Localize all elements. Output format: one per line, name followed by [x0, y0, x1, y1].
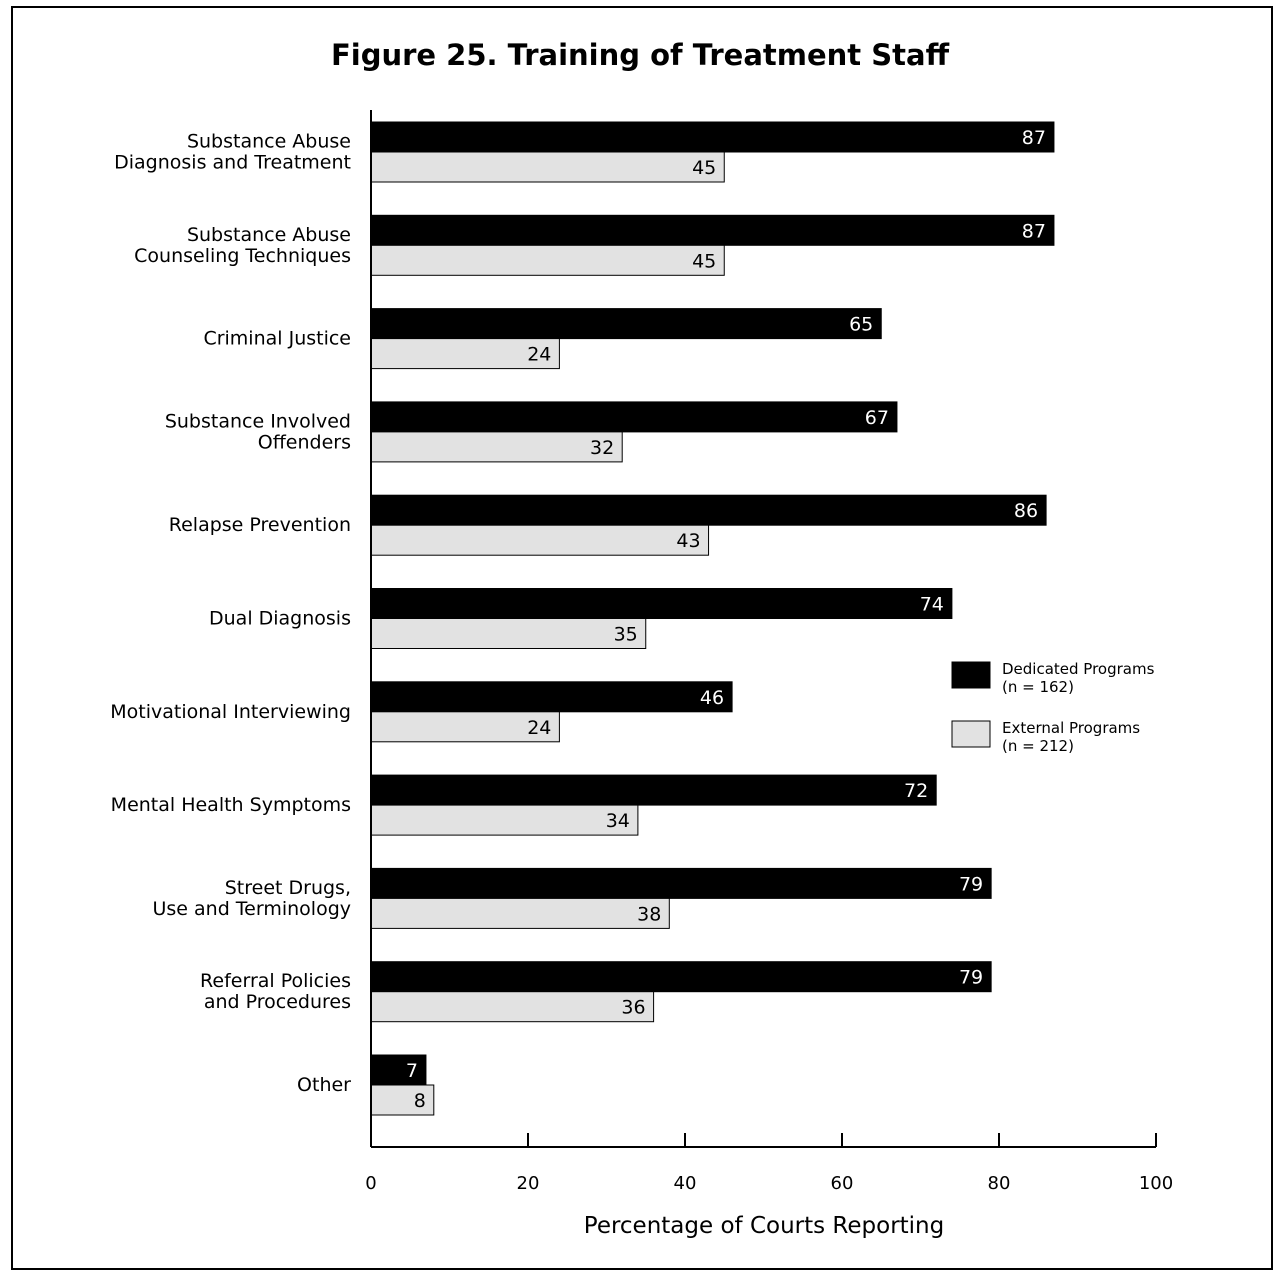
category-label: Offenders	[258, 431, 351, 453]
data-label: 7	[406, 1060, 418, 1082]
x-tick-label: 20	[517, 1173, 540, 1194]
data-label: 38	[637, 903, 661, 925]
data-label: 34	[606, 810, 630, 832]
x-axis-layer: 0 20 40 60 80 100	[365, 110, 1173, 1194]
data-label: 43	[676, 530, 700, 552]
data-label: 46	[700, 687, 724, 709]
bar-dedicated	[370, 121, 1055, 153]
bar-dedicated	[370, 401, 898, 433]
legend: Dedicated Programs(n = 162) External Prog…	[951, 660, 1155, 755]
data-label: 79	[959, 967, 983, 989]
data-label: 65	[849, 314, 873, 336]
category-label: Mental Health Symptoms	[111, 794, 351, 816]
category-label: Diagnosis and Treatment	[114, 152, 351, 174]
category-label: Dual Diagnosis	[209, 608, 351, 630]
x-tick-label: 100	[1139, 1173, 1173, 1194]
chart-title: Figure 25. Training of Treatment Staff	[330, 38, 950, 72]
data-label: 74	[920, 594, 944, 616]
category-label: Use and Terminology	[152, 898, 351, 920]
data-label: 32	[590, 437, 614, 459]
category-label: Referral Policies	[200, 970, 351, 992]
bar-dedicated	[370, 961, 992, 993]
bar-external	[370, 524, 710, 556]
x-tick-label: 80	[988, 1173, 1011, 1194]
legend-n-label: (n = 162)	[1002, 678, 1074, 696]
x-tick-label: 40	[674, 1173, 697, 1194]
legend-label: Dedicated Programs	[1002, 660, 1155, 678]
x-tick-label: 0	[365, 1173, 376, 1194]
bars-layer: 8745874565246732864374354624723479387936…	[370, 121, 1055, 1116]
bar-dedicated	[370, 867, 992, 899]
category-label: Counseling Techniques	[134, 245, 351, 267]
data-label: 24	[527, 717, 551, 739]
data-label: 36	[621, 997, 645, 1019]
x-axis-label: Percentage of Courts Reporting	[584, 1213, 944, 1239]
legend-swatch-external	[951, 720, 991, 748]
x-tick-label: 60	[831, 1173, 854, 1194]
bar-external	[370, 1084, 435, 1116]
bar-dedicated	[370, 774, 937, 806]
data-label: 72	[904, 780, 928, 802]
category-label: Motivational Interviewing	[110, 701, 351, 723]
bar-dedicated	[370, 214, 1055, 246]
category-label: Substance Involved	[165, 410, 351, 432]
legend-swatch-dedicated	[951, 661, 991, 689]
bar-external	[370, 338, 560, 370]
category-label: Criminal Justice	[203, 328, 351, 350]
bar-dedicated	[370, 1054, 427, 1086]
category-label: Street Drugs,	[225, 877, 351, 899]
data-label: 45	[692, 157, 716, 179]
category-label: and Procedures	[204, 991, 351, 1013]
bar-external	[370, 711, 560, 743]
data-label: 67	[865, 407, 889, 429]
bar-dedicated	[370, 588, 953, 619]
category-label: Substance Abuse	[187, 224, 351, 246]
category-label: Relapse Prevention	[169, 514, 351, 536]
bar-external	[370, 804, 639, 836]
data-label: 86	[1014, 500, 1038, 522]
bar-external	[370, 618, 647, 649]
legend-n-label: (n = 212)	[1002, 737, 1074, 755]
data-label: 87	[1022, 127, 1046, 149]
bar-dedicated	[370, 681, 733, 713]
data-label: 87	[1022, 220, 1046, 242]
bar-dedicated	[370, 494, 1047, 526]
data-label: 35	[614, 624, 638, 646]
data-label: 45	[692, 250, 716, 272]
bar-external	[370, 151, 725, 183]
bar-external	[370, 897, 670, 929]
bar-external	[370, 991, 655, 1023]
category-label: Substance Abuse	[187, 131, 351, 153]
legend-label: External Programs	[1002, 719, 1140, 737]
data-label: 8	[414, 1090, 426, 1112]
data-label: 24	[527, 344, 551, 366]
bar-external	[370, 244, 725, 276]
data-label: 79	[959, 873, 983, 895]
category-label: Other	[297, 1074, 351, 1096]
bar-external	[370, 431, 623, 463]
bar-dedicated	[370, 308, 882, 340]
